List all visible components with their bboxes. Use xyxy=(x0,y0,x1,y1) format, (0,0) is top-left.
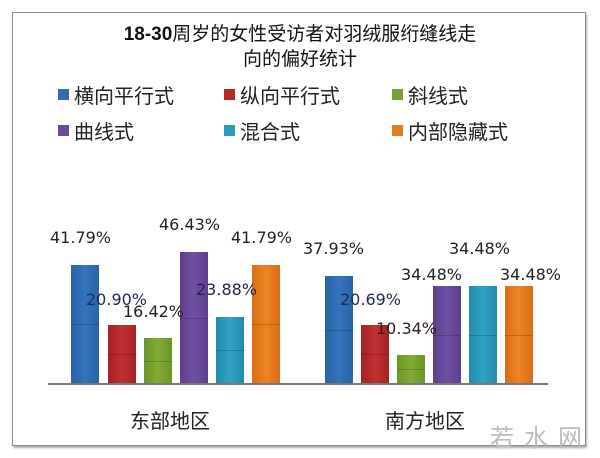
legend-label: 曲线式 xyxy=(74,120,134,144)
legend-label: 斜线式 xyxy=(408,84,468,108)
title-line1: 周岁的女性受访者对羽绒服绗缝线走 xyxy=(172,23,477,45)
bar-east-vertical xyxy=(108,325,136,383)
legend-swatch-icon xyxy=(58,125,69,136)
legend-swatch-icon xyxy=(224,89,235,100)
data-label-east-hidden: 41.79% xyxy=(231,228,293,247)
data-label-south-vertical: 20.69% xyxy=(340,290,402,309)
bar-south-diagonal xyxy=(397,355,425,383)
legend-item-hidden: 内部隐藏式 xyxy=(392,116,508,145)
data-label-south-curved: 34.48% xyxy=(401,265,463,284)
legend-swatch-icon xyxy=(392,125,403,136)
legend-label: 内部隐藏式 xyxy=(408,120,508,144)
bar-south-hidden xyxy=(505,286,533,383)
legend-label: 横向平行式 xyxy=(74,84,174,108)
category-label-east: 东部地区 xyxy=(130,409,210,433)
data-label-east-mixed: 23.88% xyxy=(196,280,258,299)
title-line2: 向的偏好统计 xyxy=(242,48,357,70)
bar-east-hidden xyxy=(252,265,280,383)
bar-east-mixed xyxy=(216,317,244,383)
data-label-east-diagonal: 16.42% xyxy=(123,302,185,321)
legend-label: 纵向平行式 xyxy=(240,84,340,108)
legend-item-curved: 曲线式 xyxy=(58,116,134,145)
legend-swatch-icon xyxy=(224,125,235,136)
legend-item-vertical: 纵向平行式 xyxy=(224,80,340,109)
legend-item-mixed: 混合式 xyxy=(224,116,300,145)
data-label-east-vertical: 20.90% xyxy=(86,290,148,309)
chart-title: 18-30周岁的女性受访者对羽绒服绗缝线走 向的偏好统计 xyxy=(0,22,600,71)
legend-item-diagonal: 斜线式 xyxy=(392,80,468,109)
bar-south-curved xyxy=(433,286,461,383)
data-label-south-mixed: 34.48% xyxy=(449,239,511,258)
data-label-south-horizontal: 37.93% xyxy=(303,239,365,258)
data-label-east-horizontal: 41.79% xyxy=(50,228,112,247)
category-label-south: 南方地区 xyxy=(385,409,465,433)
title-prefix: 18-30 xyxy=(123,24,173,45)
data-label-south-diagonal: 10.34% xyxy=(376,319,438,338)
bar-south-mixed xyxy=(469,286,497,383)
watermark: 若水网 xyxy=(490,424,592,452)
bar-south-horizontal xyxy=(325,276,353,383)
x-axis-line xyxy=(48,383,548,385)
data-label-east-curved: 46.43% xyxy=(159,215,221,234)
legend-swatch-icon xyxy=(58,89,69,100)
data-label-south-hidden: 34.48% xyxy=(500,265,562,284)
bar-south-vertical xyxy=(361,325,389,383)
bar-east-diagonal xyxy=(144,338,172,383)
legend-label: 混合式 xyxy=(240,120,300,144)
bar-east-horizontal xyxy=(71,265,99,383)
bar-east-curved xyxy=(180,252,208,383)
legend-swatch-icon xyxy=(392,89,403,100)
legend-item-horizontal: 横向平行式 xyxy=(58,80,174,109)
